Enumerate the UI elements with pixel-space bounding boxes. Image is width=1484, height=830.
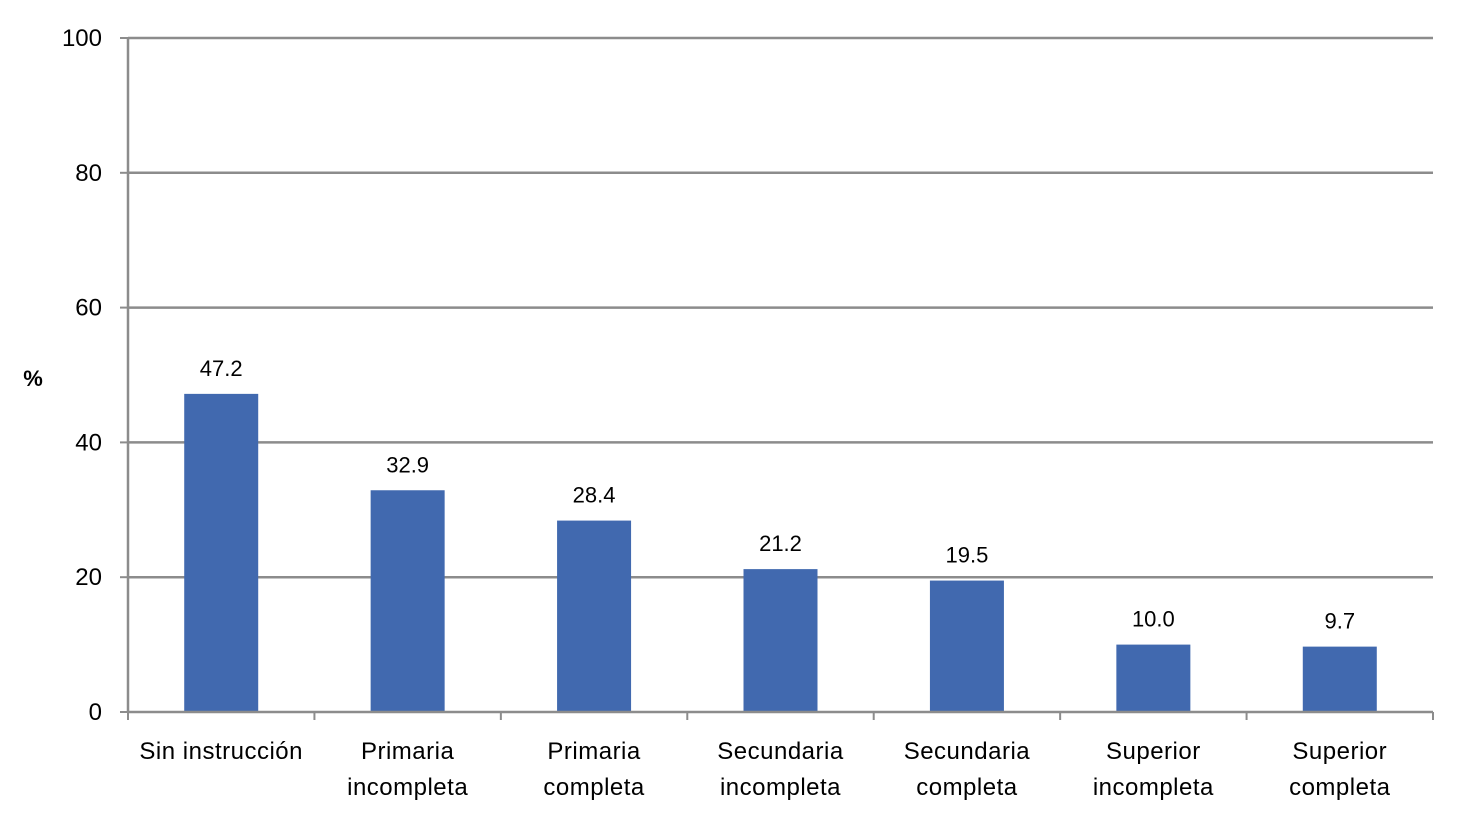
bar (1302, 646, 1377, 712)
x-tick-label: Secundaria incompleta (717, 738, 844, 801)
x-tick-label-line: incompleta (1093, 774, 1214, 801)
x-tick-label: Sin instrucción (139, 738, 303, 765)
y-tick-label: 20 (75, 564, 102, 591)
data-label: 10.0 (1132, 607, 1175, 632)
data-label: 32.9 (386, 452, 429, 477)
x-tick-label-line: completa (916, 774, 1018, 801)
x-tick-label-line: incompleta (347, 774, 468, 801)
x-tick-label: Superior completa (1289, 738, 1391, 801)
x-tick-label-line: Sin instrucción (139, 738, 303, 765)
y-tick-label: 60 (75, 295, 102, 322)
x-tick-label-line: completa (543, 774, 645, 801)
data-labels: 47.2 32.9 28.4 21.2 19.5 10.0 9.7 (200, 356, 1355, 634)
x-tick-label-line: Primaria (361, 738, 454, 765)
bar (184, 393, 259, 712)
x-tick-label-line: Superior (1292, 738, 1387, 765)
y-tick-label: 40 (75, 429, 102, 456)
y-axis-ticks: 0 20 40 60 80 100 (62, 25, 130, 726)
x-tick-label: Primaria completa (543, 738, 645, 801)
x-tick-label-line: Superior (1106, 738, 1201, 765)
x-tick-label: Superior incompleta (1093, 738, 1214, 801)
x-tick-label-line: Secundaria (717, 738, 844, 765)
data-label: 28.4 (573, 483, 616, 508)
bars (184, 393, 1377, 712)
bar (929, 580, 1004, 712)
data-label: 9.7 (1324, 609, 1355, 634)
bar (1116, 644, 1191, 712)
y-tick-label: 100 (62, 25, 102, 52)
y-axis-label: % (23, 366, 43, 391)
x-tick-label-line: Primaria (547, 738, 640, 765)
x-axis: Sin instrucción Primaria incompletaPrimari… (127, 710, 1434, 801)
gridlines (128, 36, 1433, 579)
bar (557, 520, 632, 712)
data-label: 19.5 (946, 543, 989, 568)
x-tick-label-line: completa (1289, 774, 1391, 801)
data-label: 47.2 (200, 356, 243, 381)
x-tick-label: Secundaria completa (904, 738, 1031, 801)
x-tick-label-line: incompleta (720, 774, 841, 801)
y-tick-label: 0 (89, 699, 102, 726)
data-label: 21.2 (759, 531, 802, 556)
y-tick-label: 80 (75, 160, 102, 187)
bar (743, 569, 818, 712)
x-tick-label: Primaria incompleta (347, 738, 468, 801)
bar (370, 490, 445, 712)
x-tick-label-line: Secundaria (904, 738, 1031, 765)
